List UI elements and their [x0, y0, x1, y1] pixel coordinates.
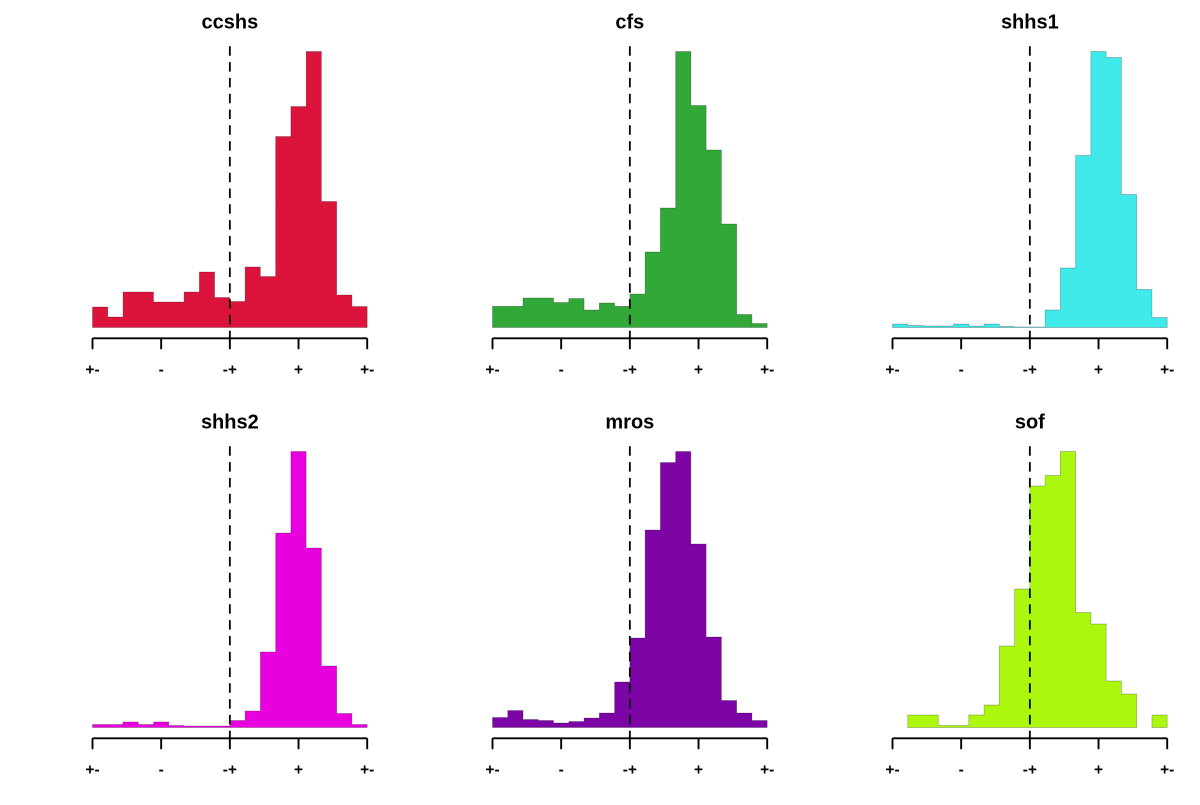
svg-text:-: - — [559, 361, 564, 378]
svg-text:-+: -+ — [623, 761, 637, 778]
svg-text:shhs1: shhs1 — [1001, 12, 1059, 34]
svg-text:shhs2: shhs2 — [201, 412, 259, 434]
svg-text:ccshs: ccshs — [201, 12, 258, 34]
svg-text:+-: +- — [360, 761, 374, 778]
svg-text:-+: -+ — [223, 361, 237, 378]
svg-text:+-: +- — [760, 761, 774, 778]
svg-text:+: + — [294, 361, 303, 378]
svg-text:+-: +- — [360, 361, 374, 378]
svg-text:-: - — [959, 761, 964, 778]
svg-text:+: + — [694, 361, 703, 378]
svg-text:-+: -+ — [623, 361, 637, 378]
svg-text:-: - — [959, 361, 964, 378]
svg-text:+: + — [1094, 761, 1103, 778]
svg-text:+-: +- — [85, 361, 99, 378]
svg-text:+: + — [1094, 361, 1103, 378]
svg-text:-: - — [159, 761, 164, 778]
svg-text:-: - — [559, 761, 564, 778]
svg-text:+-: +- — [760, 361, 774, 378]
svg-text:+-: +- — [485, 361, 499, 378]
svg-text:+-: +- — [485, 761, 499, 778]
svg-text:sof: sof — [1015, 412, 1045, 434]
svg-text:+-: +- — [885, 361, 899, 378]
svg-text:-: - — [159, 361, 164, 378]
svg-text:-+: -+ — [1023, 761, 1037, 778]
svg-text:+: + — [294, 761, 303, 778]
svg-text:+: + — [694, 761, 703, 778]
svg-text:+-: +- — [885, 761, 899, 778]
svg-text:-+: -+ — [223, 761, 237, 778]
svg-text:+-: +- — [85, 761, 99, 778]
svg-text:+-: +- — [1160, 361, 1174, 378]
svg-text:cfs: cfs — [615, 12, 644, 34]
svg-text:+-: +- — [1160, 761, 1174, 778]
svg-text:-+: -+ — [1023, 361, 1037, 378]
svg-text:mros: mros — [605, 412, 654, 434]
